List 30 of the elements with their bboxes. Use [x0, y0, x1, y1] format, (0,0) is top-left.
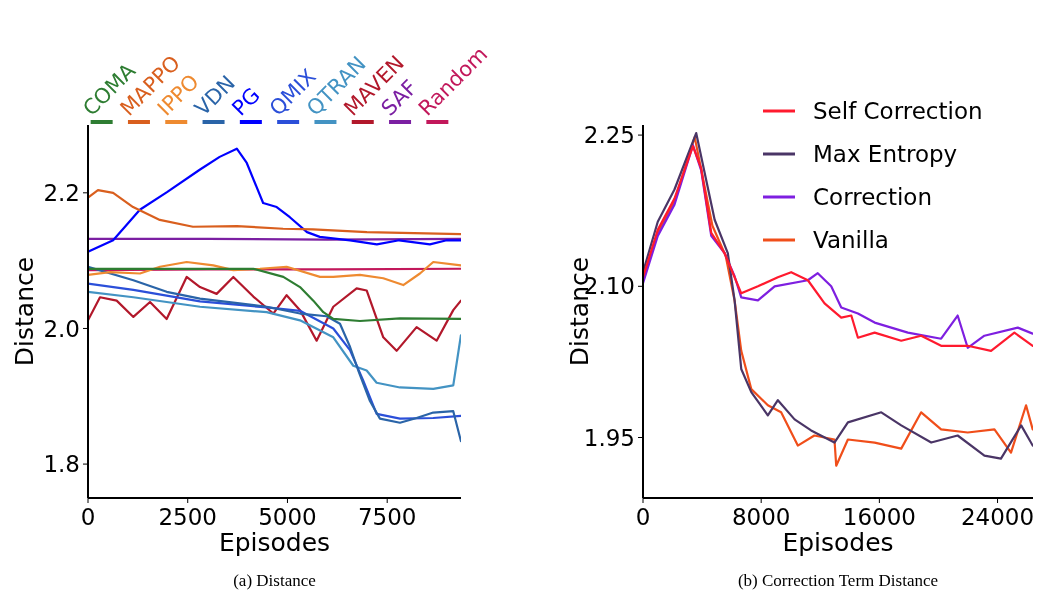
legend-label: Vanilla	[813, 227, 889, 253]
x-axis-title: Episodes	[218, 528, 331, 557]
y-tick-label: 2.25	[583, 122, 635, 149]
line-series	[88, 282, 461, 420]
y-tick-label: 1.8	[43, 451, 80, 478]
line-series	[88, 189, 461, 236]
y-tick-label: 1.95	[583, 424, 635, 451]
x-tick-label: 8000	[731, 504, 791, 530]
x-tick-label: 24000	[960, 504, 1035, 530]
x-tick-label: 5000	[258, 504, 317, 530]
y-tick-label: 2.0	[43, 315, 80, 342]
x-tick-label: 7500	[357, 504, 417, 530]
legend-label: Max Entropy	[813, 141, 958, 167]
x-tick-label: 16000	[842, 504, 916, 530]
line-series	[88, 290, 461, 390]
legend-label: Correction	[813, 184, 932, 210]
line-series	[88, 275, 461, 352]
legend-label: Self Correction	[813, 98, 983, 124]
x-axis-title: Episodes	[782, 528, 894, 557]
text: (a) Distance	[233, 571, 316, 590]
y-tick-label: 2.2	[43, 179, 80, 206]
line-series	[88, 260, 461, 287]
x-tick-label: 0	[635, 504, 651, 530]
x-tick-label: 2500	[158, 504, 218, 530]
line-series	[88, 265, 461, 443]
line-series	[88, 267, 461, 323]
y-axis-title: Distance	[10, 256, 39, 367]
text: (b) Correction Term Distance	[737, 571, 939, 590]
line-series	[88, 147, 461, 253]
x-tick-label: 0	[80, 504, 96, 530]
